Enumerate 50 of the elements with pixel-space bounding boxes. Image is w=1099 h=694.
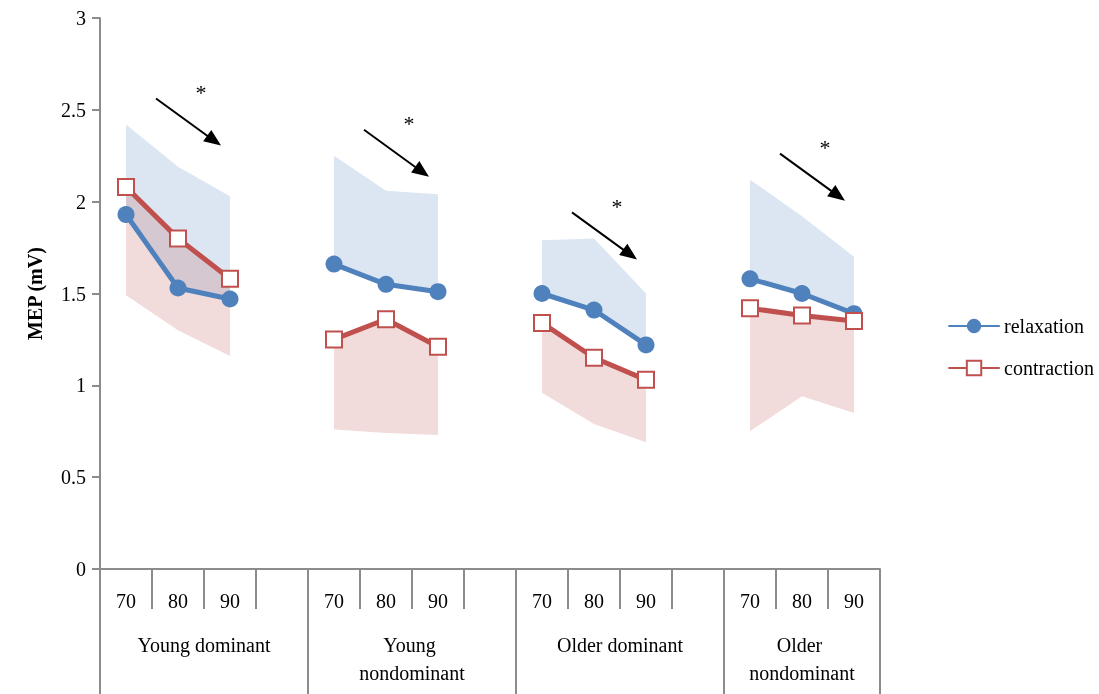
point (169, 229, 187, 248)
x-tick-label: 70 (116, 590, 136, 612)
point (169, 279, 187, 297)
point (741, 270, 759, 288)
y-tick-label: 0 (76, 558, 86, 580)
y-tick-label: 1.5 (61, 282, 86, 305)
y-axis-title: MEP (mV) (24, 247, 47, 340)
annotation: * (611, 193, 623, 219)
x-tick-label: 90 (428, 590, 448, 612)
point (325, 255, 343, 273)
point (221, 269, 239, 288)
point (585, 348, 603, 367)
legend-label: relaxation (1004, 315, 1085, 337)
text: Young dominant (137, 634, 271, 657)
y-tick-label: 2.5 (61, 98, 86, 121)
point (117, 206, 135, 224)
point (429, 283, 447, 301)
point (637, 370, 655, 389)
annotation: * (819, 135, 831, 161)
x-tick-label: 80 (376, 590, 396, 612)
point (741, 299, 759, 318)
x-tick-label: 90 (844, 590, 864, 612)
x-tick-label: 80 (168, 590, 188, 612)
text: Young nondominant (359, 634, 466, 684)
legend-label: contraction (1004, 357, 1095, 379)
y-tick-label: 1 (76, 374, 86, 397)
point (117, 177, 135, 196)
y-tick-label: 2 (76, 190, 86, 213)
point (793, 285, 811, 302)
point (845, 312, 863, 331)
point (637, 336, 655, 354)
y-tick-label: 0.5 (61, 466, 86, 489)
x-tick-label: 70 (532, 590, 552, 612)
annotation: * (195, 80, 207, 106)
x-tick-label: 90 (636, 590, 656, 612)
point (585, 301, 603, 319)
text: Older dominant (556, 634, 684, 656)
point (533, 313, 551, 332)
text: Older nondominant (749, 634, 856, 684)
x-tick-label: 80 (584, 590, 604, 612)
x-tick-label: 70 (324, 590, 344, 612)
point (793, 306, 811, 325)
annotation: * (403, 111, 415, 137)
y-tick-label: 3 (76, 7, 86, 29)
x-tick-label: 70 (740, 590, 760, 612)
x-tick-label: 80 (792, 590, 812, 612)
point (221, 290, 239, 308)
point (377, 275, 395, 293)
point (533, 285, 551, 302)
x-tick-label: 90 (220, 590, 240, 612)
